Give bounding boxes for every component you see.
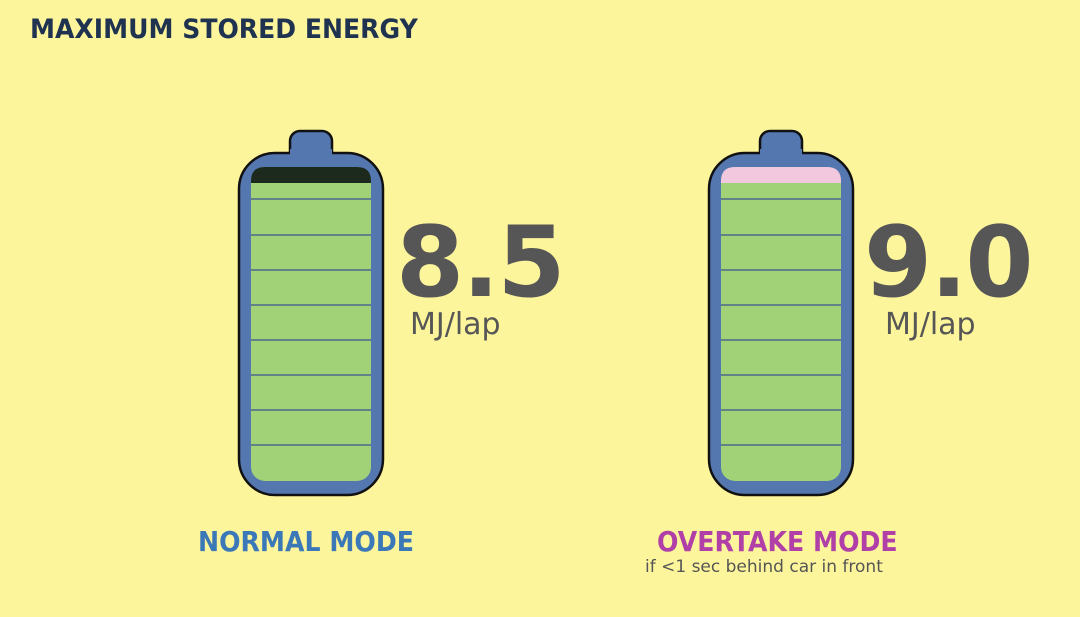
battery-top-segment [251,167,371,183]
overtake-mode-note: if <1 sec behind car in front [645,557,883,577]
normal-energy-unit: MJ/lap [410,307,501,342]
normal-energy-value: 8.5 [396,206,566,320]
battery-charge [251,167,371,481]
battery-top-segment [721,167,841,183]
overtake-mode-label: OVERTAKE MODE [657,525,898,558]
battery-charge [721,167,841,481]
normal-mode-label: NORMAL MODE [198,525,414,558]
battery-cap-join [290,149,332,163]
battery-normal-icon [237,129,385,497]
battery-cap-join [760,149,802,163]
page-title: MAXIMUM STORED ENERGY [30,14,418,45]
battery-overtake-icon [707,129,855,497]
overtake-energy-unit: MJ/lap [885,307,976,342]
overtake-energy-value: 9.0 [864,206,1034,320]
